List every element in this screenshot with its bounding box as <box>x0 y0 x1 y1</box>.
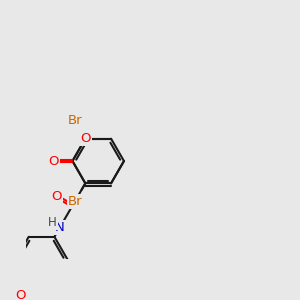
Text: O: O <box>15 290 26 300</box>
Text: N: N <box>55 221 64 234</box>
Text: O: O <box>80 132 91 145</box>
Text: Br: Br <box>68 195 82 208</box>
Text: O: O <box>49 154 59 167</box>
Text: H: H <box>48 216 57 229</box>
Text: O: O <box>51 190 62 203</box>
Text: Br: Br <box>68 114 82 128</box>
